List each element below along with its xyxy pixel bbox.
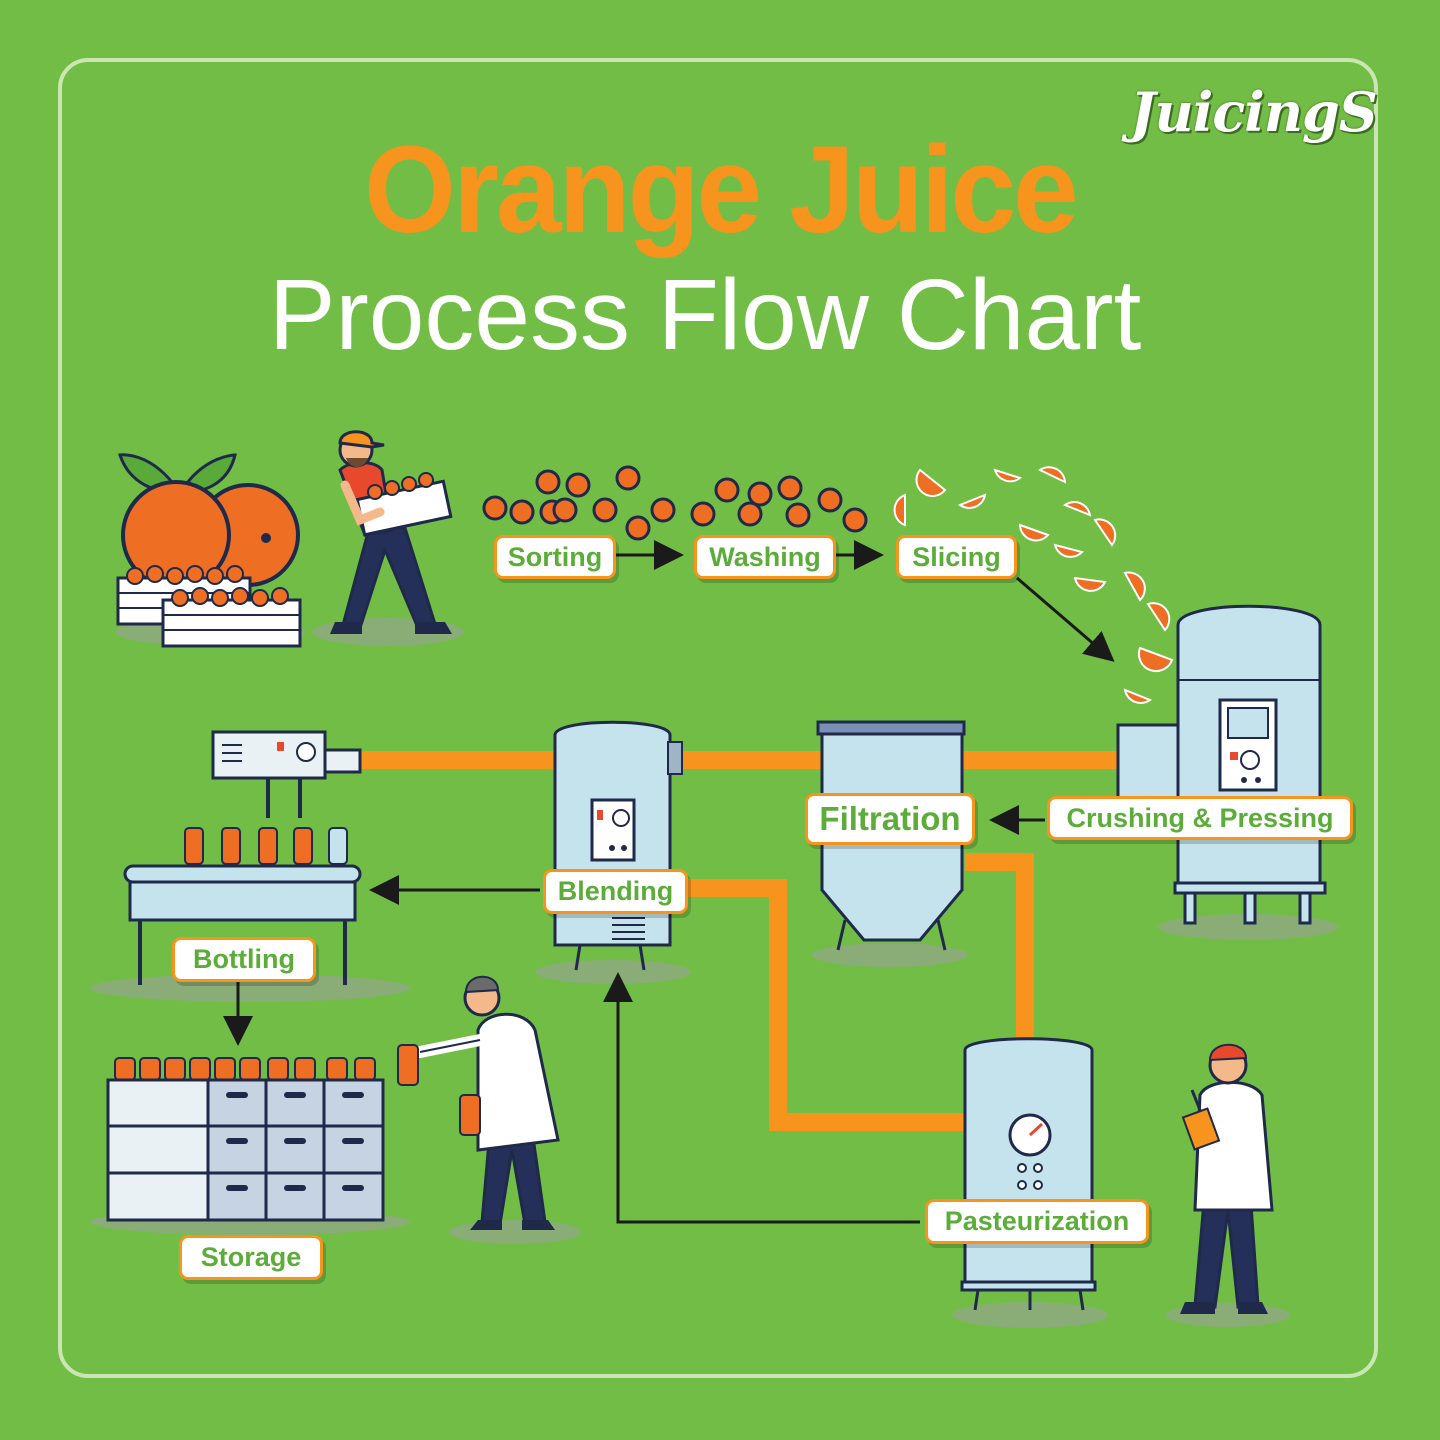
title-line-2: Process Flow Chart — [268, 259, 1142, 371]
step-label-bottling: Bottling — [172, 937, 316, 982]
orange-slices-illustration — [893, 466, 1174, 704]
logo-text: JuicingS — [1130, 80, 1378, 144]
scientist-with-clipboard-illustration — [1166, 1043, 1290, 1327]
flow-arrows — [223, 540, 1115, 1224]
step-label-blending: Blending — [543, 869, 688, 914]
step-label-sorting: Sorting — [494, 535, 616, 579]
step-label-storage: Storage — [179, 1235, 323, 1280]
pasteurization-tank-illustration — [952, 1037, 1108, 1328]
step-label-pasteurization: Pasteurization — [925, 1199, 1149, 1244]
brand-logo: JuicingS — [1130, 80, 1378, 160]
border-frame — [58, 58, 1378, 1378]
sorting-oranges-illustration — [482, 465, 676, 541]
title-line-1: Orange Juice — [364, 120, 1079, 260]
oranges-crates-illustration — [115, 453, 305, 648]
bottling-conveyor-illustration — [90, 730, 410, 1002]
storage-illustration — [90, 1057, 410, 1235]
scientist-inspecting-bottles-illustration — [397, 975, 581, 1244]
step-label-slicing: Slicing — [896, 535, 1017, 579]
washing-oranges-illustration — [690, 475, 868, 533]
step-label-filtration: Filtration — [805, 793, 975, 845]
step-label-washing: Washing — [694, 535, 836, 579]
orange-pipes — [360, 751, 1120, 1131]
blending-tank-illustration — [535, 720, 691, 984]
step-label-crushing-pressing: Crushing & Pressing — [1047, 796, 1353, 840]
worker-carrying-crate-illustration — [312, 430, 464, 646]
